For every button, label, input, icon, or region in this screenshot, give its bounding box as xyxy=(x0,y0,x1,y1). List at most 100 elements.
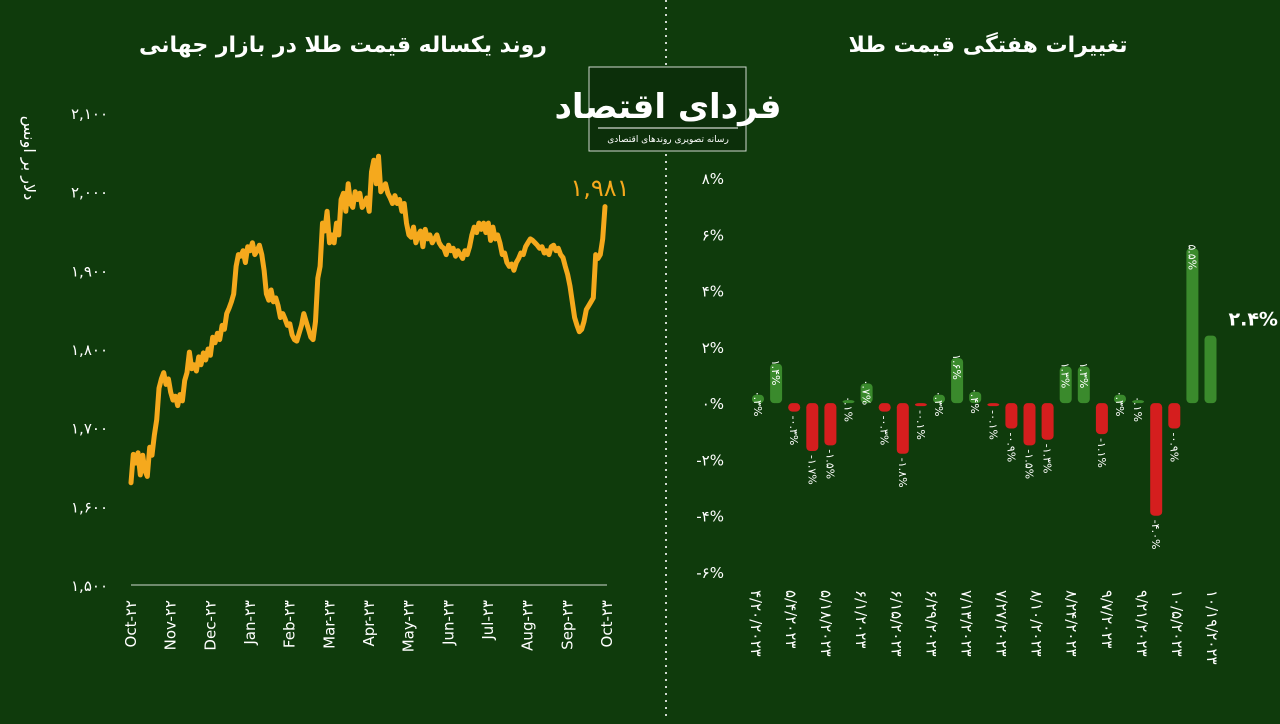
bar-value-label: -۰.۱% xyxy=(986,410,999,440)
bar-x-tick-label: ۷/۱۳/۲۰۲۳ xyxy=(957,590,975,657)
line-x-tick-label: Apr-۲۳ xyxy=(360,600,378,647)
bar xyxy=(1150,403,1163,516)
bar-value-label: ۱.۴% xyxy=(769,360,782,386)
bar-value-label: -۱.۸% xyxy=(896,458,909,488)
bar-chart-bars xyxy=(752,248,1217,516)
bar-value-label: ۰.۳% xyxy=(1113,391,1126,417)
bar xyxy=(770,363,783,404)
bar-x-tick-label: ۶/۱/۲۰۲۳ xyxy=(852,590,870,648)
bar-y-tick-label: ۲% xyxy=(702,339,724,357)
bar xyxy=(1114,394,1126,404)
bar xyxy=(933,394,945,404)
bar xyxy=(788,403,801,412)
bar-y-tick-label: -۶% xyxy=(696,564,724,582)
bar-x-tick-label: ۵/۱۸/۲۰۲۳ xyxy=(817,590,835,657)
bar-value-label: -۰.۳% xyxy=(878,416,891,446)
bar xyxy=(752,394,764,404)
line-chart-title: روند یکساله قیمت طلا در بازار جهانی xyxy=(139,33,547,58)
bar-x-tick-label: ۴/۲۰/۲۰۲۳ xyxy=(747,590,765,657)
bar-chart-x-ticks: ۴/۲۰/۲۰۲۳ ۵/۴/۲۰۲۳ ۵/۱۸/۲۰۲۳ ۶/۱/۲۰۲۳ ۶/۱۵/۲… xyxy=(747,590,1221,665)
bar-value-label: -۱.۷% xyxy=(805,455,818,485)
bar-x-tick-label: ۱۰/۵/۲۰۲۳ xyxy=(1168,590,1186,657)
bar-value-label: ۰.۱% xyxy=(842,396,855,422)
bar xyxy=(914,403,927,407)
bar xyxy=(1005,403,1018,429)
logo-tagline: رسانه تصویری روندهای اقتصادی xyxy=(607,135,729,145)
bar-y-tick-label: ۶% xyxy=(702,226,724,244)
line-y-tick-label: ۱,۹۰۰ xyxy=(71,262,108,280)
line-x-tick-label: Jun-۲۳ xyxy=(439,600,457,646)
line-x-tick-label: Nov-۲۲ xyxy=(162,600,180,650)
line-y-tick-label: ۱,۷۰۰ xyxy=(71,420,108,438)
line-x-tick-label: Dec-۲۲ xyxy=(201,600,219,651)
line-x-tick-label: Oct-۲۲ xyxy=(122,600,140,647)
bar-value-label: -۰.۱% xyxy=(914,410,927,440)
bar-value-label: ۰.۳% xyxy=(751,391,764,417)
bar-value-label: ۰.۳% xyxy=(932,391,945,417)
bar-value-label: ۱.۶% xyxy=(950,354,963,380)
bar xyxy=(1095,403,1108,435)
bar xyxy=(1041,403,1054,440)
gold-price-line xyxy=(128,153,608,486)
bar-value-label: -۰.۹% xyxy=(1004,432,1017,462)
bar-value-label: ۰.۷% xyxy=(860,379,873,405)
bar xyxy=(824,403,837,446)
line-x-tick-label: Feb-۲۳ xyxy=(281,600,299,648)
bar-x-tick-label: ۵/۴/۲۰۲۳ xyxy=(782,590,800,648)
bar xyxy=(842,400,855,404)
bar xyxy=(1077,366,1090,404)
line-x-tick-label: May-۲۳ xyxy=(400,600,418,652)
bar xyxy=(1132,400,1145,404)
bar xyxy=(1186,248,1199,404)
bar-y-tick-label: ۸% xyxy=(702,170,724,188)
bar-x-tick-label: ۹/۷/۲۰۲۳ xyxy=(1098,590,1116,648)
bar-value-label: -۰.۹% xyxy=(1167,432,1180,462)
bar-value-label-latest: ۲.۴% xyxy=(1229,309,1278,331)
bar-x-tick-label: ۱۰/۱۹/۲۰۲۳ xyxy=(1203,590,1221,665)
bar xyxy=(896,403,909,454)
bar-value-label: -۴.۰% xyxy=(1149,520,1162,550)
bar-chart-y-ticks: -۶% -۴% -۲% ۰% ۲% ۴% ۶% ۸% xyxy=(696,170,724,582)
line-chart-x-ticks: Oct-۲۲ Nov-۲۲ Dec-۲۲ Jan-۲۳ Feb-۲۳ Mar-۲۳ Apr-… xyxy=(122,600,616,652)
line-x-tick-label: Sep-۲۳ xyxy=(558,600,576,650)
bar xyxy=(806,403,819,451)
bar-value-label: -۱.۵% xyxy=(1023,449,1036,479)
bar-value-label: ۵.۵% xyxy=(1185,244,1198,270)
bar-chart-value-labels: ۰.۳% ۱.۴% -۰.۳% -۱.۷% -۱.۵% ۰.۱% ۰.۷% -۰.۳% -۱.۸… xyxy=(751,244,1278,549)
line-y-tick-label: ۱,۸۰۰ xyxy=(71,341,108,359)
line-chart-ylabel: دلار بر اونس xyxy=(19,116,39,200)
bar-value-label: -۰.۳% xyxy=(787,416,800,446)
bar xyxy=(1059,366,1072,404)
bar-value-label: -۱.۱% xyxy=(1095,438,1108,468)
bar xyxy=(1023,403,1036,446)
bar-y-tick-label: ۰% xyxy=(702,395,724,413)
bar-y-tick-label: ۴% xyxy=(702,283,724,301)
bar-x-tick-label: ۸/۱۰/۲۰۲۳ xyxy=(1028,590,1046,657)
bar xyxy=(878,403,891,412)
logo-box xyxy=(588,66,747,152)
bar-x-tick-label: ۹/۲۱/۲۰۲۳ xyxy=(1133,590,1151,657)
line-x-tick-label: Mar-۲۳ xyxy=(320,600,338,649)
line-x-tick-label: Jul-۲۳ xyxy=(479,600,497,641)
bar-value-label: -۱.۵% xyxy=(823,449,836,479)
bar xyxy=(987,403,1000,407)
bar-value-label: ۰.۴% xyxy=(968,388,981,414)
bar-y-tick-label: -۲% xyxy=(696,451,724,469)
bar-value-label: -۱.۳% xyxy=(1041,444,1054,474)
bar-chart-title: تغییرات هفتگی قیمت طلا xyxy=(849,31,1128,58)
bar-value-label: ۱.۳% xyxy=(1059,363,1072,389)
line-x-tick-label: Jan-۲۳ xyxy=(241,600,259,646)
bar-x-tick-label: ۶/۱۵/۲۰۲۳ xyxy=(887,590,905,657)
bar xyxy=(860,383,873,404)
line-x-tick-label: Oct-۲۳ xyxy=(598,600,616,647)
bar-x-tick-label: ۶/۲۹/۲۰۲۳ xyxy=(922,590,940,657)
line-y-tick-label: ۱,۵۰۰ xyxy=(71,577,108,595)
bar-value-label: ۰.۱% xyxy=(1131,396,1144,422)
bar-y-tick-label: -۴% xyxy=(696,508,724,526)
bar xyxy=(1204,335,1217,404)
line-x-tick-label: Aug-۲۳ xyxy=(519,600,537,651)
bar xyxy=(969,391,982,404)
logo-title: فردای اقتصاد xyxy=(554,87,781,127)
